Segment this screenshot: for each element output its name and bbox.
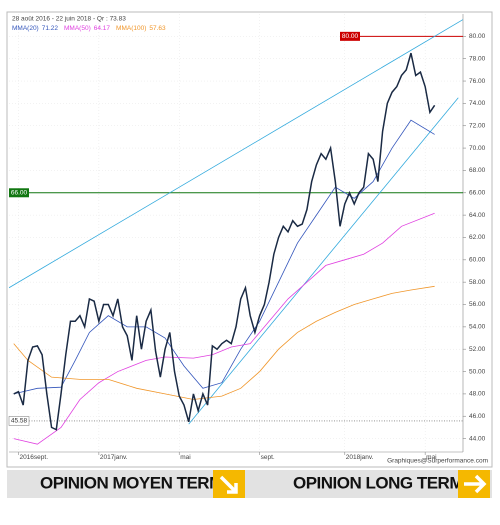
arrow-right[interactable]: [458, 470, 490, 498]
legend-entry: MMA(100) 57.63: [116, 25, 166, 32]
y-tick-label: 50.00: [469, 368, 486, 375]
legend-entry: MMA(20) 71.22: [12, 25, 58, 32]
x-tick-label: 2016sept.: [19, 454, 48, 461]
level-tag: [9, 188, 29, 198]
y-tick-label: 58.00: [469, 279, 486, 286]
y-tick-label: 76.00: [469, 78, 486, 85]
trendline: [188, 97, 459, 425]
x-tick-label: sept.: [261, 454, 275, 461]
y-tick-label: 70.00: [469, 145, 486, 152]
legend-name: MMA(50): [64, 25, 91, 32]
legend-entry: MMA(50) 64.17: [64, 25, 110, 32]
y-tick-label: 56.00: [469, 301, 486, 308]
level-label: 80.00: [342, 33, 359, 40]
y-tick-label: 64.00: [469, 212, 486, 219]
x-tick-label: 2018janv.: [346, 454, 374, 461]
legend-name: MMA(20): [12, 25, 39, 32]
legend-value: 64.17: [94, 25, 111, 32]
y-tick-label: 72.00: [469, 122, 486, 129]
y-tick-label: 52.00: [469, 346, 486, 353]
legend-value: 57.63: [149, 25, 166, 32]
trendline: [9, 19, 463, 289]
y-tick-label: 80.00: [469, 33, 486, 40]
y-tick-label: 54.00: [469, 324, 486, 331]
opinion-bar: [7, 470, 492, 498]
opinion-label: OPINION LONG TERME: [293, 473, 474, 492]
y-tick-label: 62.00: [469, 234, 486, 241]
y-tick-label: 46.00: [469, 413, 486, 420]
moving-average: [13, 285, 435, 400]
y-tick-label: 74.00: [469, 100, 486, 107]
y-tick-label: 66.00: [469, 189, 486, 196]
level-label: 45.58: [11, 418, 28, 425]
level-label: 66.00: [11, 189, 28, 196]
plot: [9, 14, 466, 455]
credit: Graphiques@Surperformance.com: [387, 458, 488, 465]
y-tick-label: 68.00: [469, 167, 486, 174]
arrow-down-right[interactable]: [213, 470, 245, 498]
moving-average: [13, 212, 435, 445]
y-tick-label: 48.00: [469, 391, 486, 398]
level-tag: [340, 31, 360, 41]
opinion-label: OPINION MOYEN TERME: [40, 473, 234, 492]
y-tick-label: 44.00: [469, 435, 486, 442]
legend-value: 71.22: [42, 25, 59, 32]
y-tick-label: 78.00: [469, 55, 486, 62]
x-tick-label: mai: [426, 454, 436, 461]
chart-subtitle: 28 août 2016 - 22 juin 2018 - Qr : 73.83: [12, 16, 126, 23]
level-tag: [8, 416, 30, 426]
chart-frame: [6, 11, 493, 468]
y-tick-label: 60.00: [469, 257, 486, 264]
legend-name: MMA(100): [116, 25, 146, 32]
price-line: [13, 52, 436, 431]
moving-average: [13, 119, 435, 395]
x-tick-label: mai: [180, 454, 190, 461]
x-tick-label: 2017janv.: [100, 454, 128, 461]
